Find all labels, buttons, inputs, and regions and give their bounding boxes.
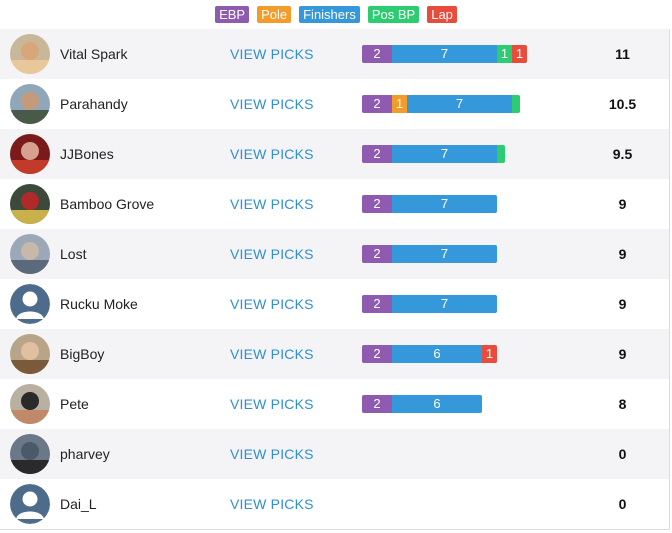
points-segment-ebp: 2 [362, 395, 392, 413]
points-segment-finishers: 7 [392, 295, 497, 313]
avatar[interactable] [10, 334, 50, 374]
avatar[interactable] [10, 434, 50, 474]
avatar[interactable] [10, 134, 50, 174]
avatar[interactable] [10, 484, 50, 524]
leaderboard-row: pharvey VIEW PICKS 0 [0, 429, 669, 479]
total-points: 9 [618, 296, 627, 312]
view-picks-link[interactable]: VIEW PICKS [230, 296, 314, 312]
player-name: Parahandy [60, 96, 128, 112]
legend-chip-finishers: Finishers [299, 6, 360, 23]
player-name: Lost [60, 246, 87, 262]
player-name: JJBones [60, 146, 114, 162]
view-picks-link[interactable]: VIEW PICKS [230, 146, 314, 162]
view-picks-link[interactable]: VIEW PICKS [230, 496, 314, 512]
leaderboard-row: JJBones VIEW PICKS 2 7 9.5 [0, 129, 669, 179]
total-points: 11 [615, 46, 630, 62]
view-picks-link[interactable]: VIEW PICKS [230, 346, 314, 362]
player-name: Vital Spark [60, 46, 128, 62]
points-segment-finishers: 7 [392, 245, 497, 263]
total-points: 10.5 [608, 96, 637, 112]
total-points: 9 [618, 196, 627, 212]
points-segment-finishers: 6 [392, 345, 482, 363]
leaderboard-row: Vital Spark VIEW PICKS 2 7 1 1 11 [0, 29, 669, 79]
view-picks-link[interactable]: VIEW PICKS [230, 446, 314, 462]
player-name: Bamboo Grove [60, 196, 155, 212]
total-points: 0 [618, 496, 627, 512]
points-segment-pos-bp [512, 95, 520, 113]
avatar[interactable] [10, 184, 50, 224]
player-name: Rucku Moke [60, 296, 138, 312]
points-segment-pos-bp: 1 [497, 45, 512, 63]
leaderboard-row: Pete VIEW PICKS 2 6 8 [0, 379, 669, 429]
points-segment-finishers: 7 [392, 45, 497, 63]
view-picks-link[interactable]: VIEW PICKS [230, 246, 314, 262]
legend-chip-lap: Lap [427, 6, 457, 23]
total-points: 9.5 [612, 146, 633, 162]
points-segment-lap: 1 [482, 345, 497, 363]
legend-chip-ebp: EBP [215, 6, 250, 23]
player-name: Dai_L [60, 496, 97, 512]
view-picks-link[interactable]: VIEW PICKS [230, 96, 314, 112]
total-points: 9 [618, 346, 627, 362]
points-segment-ebp: 2 [362, 45, 392, 63]
leaderboard-row: Parahandy VIEW PICKS 2 1 7 10.5 [0, 79, 669, 129]
player-name: pharvey [60, 446, 110, 462]
leaderboard-row: Rucku Moke VIEW PICKS 2 7 9 [0, 279, 669, 329]
points-segment-ebp: 2 [362, 95, 392, 113]
points-segment-pos-bp [497, 145, 505, 163]
legend-chip-pole: Pole [257, 6, 292, 23]
total-points: 0 [618, 446, 627, 462]
points-segment-finishers: 7 [392, 145, 497, 163]
leaderboard-row: Lost VIEW PICKS 2 7 9 [0, 229, 669, 279]
avatar[interactable] [10, 384, 50, 424]
avatar[interactable] [10, 234, 50, 274]
leaderboard-row: Bamboo Grove VIEW PICKS 2 7 9 [0, 179, 669, 229]
view-picks-link[interactable]: VIEW PICKS [230, 196, 314, 212]
player-name: BigBoy [60, 346, 105, 362]
leaderboard-row: Dai_L VIEW PICKS 0 [0, 479, 669, 529]
legend-chip-pos-bp: Pos BP [367, 6, 420, 23]
leaderboard-row: BigBoy VIEW PICKS 2 6 1 9 [0, 329, 669, 379]
points-segment-pole: 1 [392, 95, 407, 113]
view-picks-link[interactable]: VIEW PICKS [230, 46, 314, 62]
points-segment-ebp: 2 [362, 295, 392, 313]
points-segment-finishers: 7 [392, 195, 497, 213]
avatar[interactable] [10, 34, 50, 74]
points-segment-finishers: 6 [392, 395, 482, 413]
points-segment-ebp: 2 [362, 145, 392, 163]
points-segment-ebp: 2 [362, 345, 392, 363]
view-picks-link[interactable]: VIEW PICKS [230, 396, 314, 412]
points-segment-ebp: 2 [362, 245, 392, 263]
avatar[interactable] [10, 284, 50, 324]
points-segment-lap: 1 [512, 45, 527, 63]
points-segment-finishers: 7 [407, 95, 512, 113]
points-segment-ebp: 2 [362, 195, 392, 213]
total-points: 9 [618, 246, 627, 262]
avatar[interactable] [10, 84, 50, 124]
player-name: Pete [60, 396, 89, 412]
total-points: 8 [618, 396, 627, 412]
score-legend: EBP Pole Finishers Pos BP Lap [0, 0, 672, 29]
leaderboard-table: Vital Spark VIEW PICKS 2 7 1 1 11 Parahandy VIEW… [0, 29, 670, 530]
